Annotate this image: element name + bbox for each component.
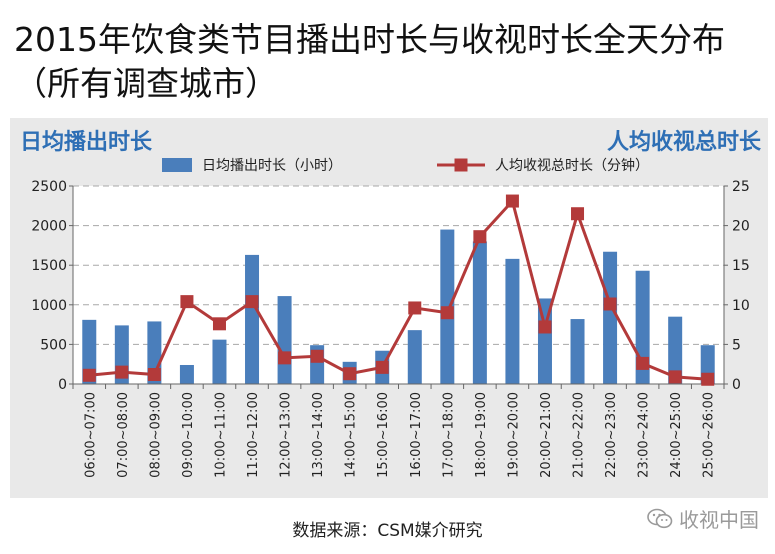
line-marker (538, 320, 552, 334)
y-left-tick-label: 2500 (31, 179, 67, 195)
legend-bar-label: 日均播出时长（小时） (202, 158, 342, 174)
watermark-label: 收视中国 (679, 508, 759, 532)
line-marker (310, 349, 324, 363)
line-marker (343, 367, 357, 381)
y-left-tick-label: 1500 (31, 258, 67, 274)
x-tick-label: 20:00~21:00 (539, 392, 554, 478)
x-tick-label: 08:00~09:00 (148, 392, 163, 478)
x-tick-label: 11:00~12:00 (246, 392, 261, 478)
y-right-tick-label: 25 (732, 179, 750, 195)
left-axis-heading: 日均播出时长 (20, 130, 153, 155)
bar (505, 258, 520, 384)
line-marker (603, 297, 617, 311)
x-tick-label: 07:00~08:00 (116, 392, 131, 478)
x-tick-label: 09:00~10:00 (181, 392, 196, 478)
x-tick-label: 17:00~18:00 (441, 392, 456, 478)
x-tick-label: 19:00~20:00 (506, 392, 521, 478)
x-tick-label: 24:00~25:00 (669, 392, 684, 478)
x-tick-label: 14:00~15:00 (344, 392, 359, 478)
line-marker (212, 317, 226, 331)
line-marker (82, 368, 96, 382)
line-marker (245, 295, 259, 309)
y-right-tick-label: 10 (732, 298, 750, 314)
plot-area (73, 186, 724, 384)
bar (82, 319, 97, 384)
wechat-icon (647, 508, 673, 528)
line-marker (180, 295, 194, 309)
legend-line-marker (454, 158, 468, 172)
bar (277, 296, 292, 384)
y-right-tick-label: 5 (732, 337, 741, 353)
y-right-tick-label: 0 (732, 377, 741, 393)
x-tick-label: 22:00~23:00 (604, 392, 619, 478)
bar (603, 251, 618, 384)
line-marker (701, 372, 715, 386)
line-marker (440, 306, 454, 320)
line-marker (408, 301, 422, 315)
y-right-tick-label: 20 (732, 219, 750, 235)
x-tick-label: 23:00~24:00 (637, 392, 652, 478)
line-marker (375, 360, 389, 374)
line-marker (636, 356, 650, 370)
bar (179, 364, 194, 384)
bar (570, 319, 585, 384)
y-left-tick-label: 2000 (31, 219, 67, 235)
x-tick-label: 12:00~13:00 (279, 392, 294, 478)
legend-bar-swatch (162, 158, 192, 172)
line-marker (571, 207, 585, 221)
right-axis-heading: 人均收视总时长 (606, 130, 761, 155)
x-tick-label: 21:00~22:00 (572, 392, 587, 478)
page-title: 2015年饮食类节目播出时长与收视时长全天分布 （所有调查城市） (14, 20, 725, 103)
x-tick-label: 25:00~26:00 (702, 392, 717, 478)
line-marker (473, 230, 487, 244)
line-marker (668, 370, 682, 384)
source-note: 数据来源：CSM媒介研究 (292, 521, 483, 541)
x-tick-label: 15:00~16:00 (376, 392, 391, 478)
line-marker (115, 365, 129, 379)
legend-line-label: 人均收视总时长（分钟） (495, 157, 649, 174)
y-right-tick-label: 15 (732, 258, 750, 274)
bar (668, 316, 683, 384)
y-left-tick-label: 0 (58, 377, 67, 393)
y-left-tick-label: 1000 (31, 298, 67, 314)
watermark: 收视中国 (647, 504, 759, 533)
x-tick-label: 06:00~07:00 (83, 392, 98, 478)
line-marker (505, 194, 519, 208)
line-marker (278, 351, 292, 365)
line-marker (147, 367, 161, 381)
x-tick-label: 16:00~17:00 (409, 392, 424, 478)
x-tick-label: 10:00~11:00 (213, 392, 228, 478)
x-tick-label: 18:00~19:00 (474, 392, 489, 478)
bar (472, 241, 487, 384)
bar (245, 254, 260, 384)
bar (212, 339, 227, 384)
y-left-tick-label: 500 (40, 337, 67, 353)
x-tick-label: 13:00~14:00 (311, 392, 326, 478)
bar (407, 330, 422, 384)
